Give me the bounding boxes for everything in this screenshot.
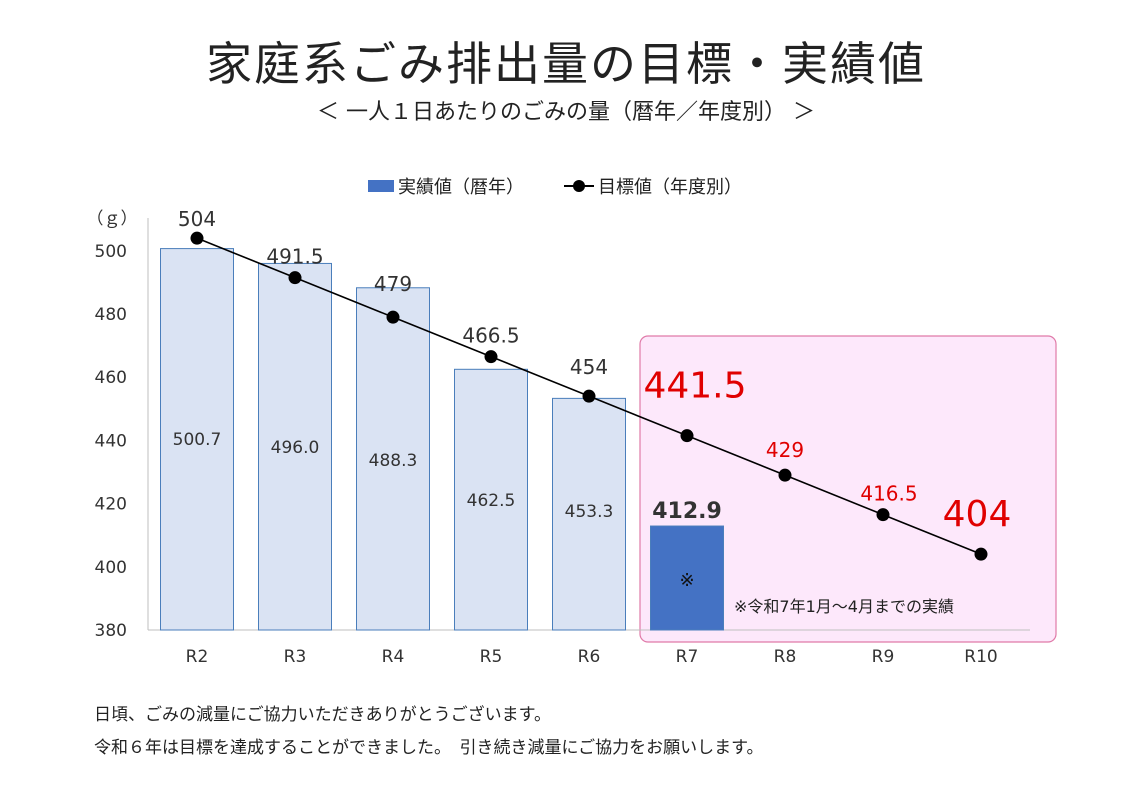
y-tick-label: 440 [95, 431, 127, 451]
y-tick-label: 500 [95, 242, 127, 262]
target-point [190, 231, 204, 245]
bar-value-label: 412.9 [652, 499, 722, 524]
target-value-label: 504 [178, 207, 216, 231]
bar [258, 262, 332, 631]
bar-value-label: 453.3 [565, 502, 614, 522]
legend-bar-label: 実績値（暦年） [398, 177, 524, 198]
target-value-label: 404 [943, 494, 1012, 535]
x-tick-label: R10 [964, 647, 997, 667]
y-tick-label: 480 [95, 305, 127, 325]
highlight-region [639, 335, 1057, 643]
y-tick-label: 460 [95, 368, 127, 388]
y-tick-label: 420 [95, 495, 127, 515]
target-point [778, 468, 792, 482]
target-point [680, 429, 694, 443]
target-point [288, 271, 302, 285]
legend: 実績値（暦年） 目標値（年度別） [368, 174, 742, 198]
target-point [876, 508, 890, 522]
bar [356, 287, 430, 631]
bar-mark: ※ [679, 570, 694, 591]
x-tick-label: R7 [676, 647, 699, 667]
chart-title: 家庭系ごみ排出量の目標・実績値 [206, 37, 926, 91]
target-value-label: 479 [374, 272, 412, 296]
target-value-label: 466.5 [462, 324, 519, 348]
bar [160, 248, 234, 631]
target-value-label: 429 [766, 438, 804, 462]
x-tick-label: R8 [774, 647, 797, 667]
highlight-note: ※令和7年1月～4月までの実績 [734, 597, 954, 616]
bar [454, 368, 528, 631]
x-tick-label: R6 [578, 647, 601, 667]
footer-line-1: 日頃、ごみの減量にご協力いただきありがとうございます。 [94, 705, 551, 725]
x-tick-label: R5 [480, 647, 503, 667]
chart-subtitle: ＜ 一人１日あたりのごみの量（暦年／年度別） ＞ [317, 100, 815, 125]
target-value-label: 491.5 [266, 245, 323, 269]
bar-value-label: 496.0 [271, 438, 320, 458]
target-value-label: 416.5 [860, 482, 917, 506]
y-axis-unit: （ｇ） [87, 209, 138, 229]
legend-bar-swatch [368, 180, 394, 192]
target-point [386, 310, 400, 324]
target-point [974, 547, 988, 561]
target-value-label: 441.5 [643, 366, 746, 407]
bar-value-label: 500.7 [173, 430, 222, 450]
bar [650, 525, 724, 631]
bar-value-label: 488.3 [369, 451, 418, 471]
x-tick-label: R2 [186, 647, 209, 667]
target-point [484, 350, 498, 364]
bar [552, 397, 626, 631]
target-point [582, 389, 596, 403]
footer-line-2: 令和６年は目標を達成することができました。 引き続き減量にご協力をお願いします。 [94, 738, 764, 758]
legend-line-swatch [564, 180, 594, 192]
x-tick-label: R9 [872, 647, 895, 667]
x-tick-label: R4 [382, 647, 405, 667]
legend-line-label: 目標値（年度別） [598, 177, 742, 198]
x-tick-label: R3 [284, 647, 307, 667]
bar-value-label: 462.5 [467, 491, 516, 511]
y-tick-label: 400 [95, 558, 127, 578]
target-value-label: 454 [570, 355, 608, 379]
y-tick-label: 380 [95, 621, 127, 641]
